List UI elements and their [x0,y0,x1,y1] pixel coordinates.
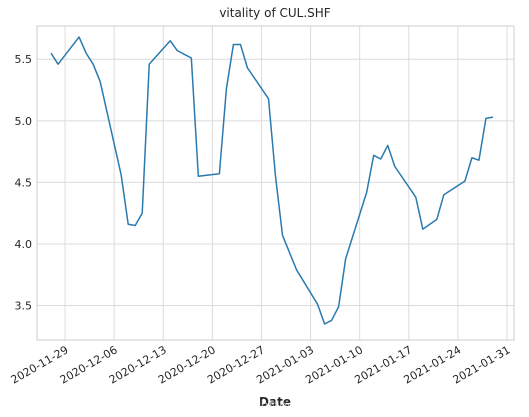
y-tick-label: 4.5 [15,176,33,189]
y-tick-label: 5.0 [15,115,33,128]
y-tick-labels: 3.5 4.0 4.5 5.0 5.5 [15,53,33,312]
watermark: https://blog.csdn.net/ChuanShengYang [261,399,513,414]
plot-frame [36,25,515,341]
x-axis-label: Date [259,395,291,409]
plot-area-background [37,26,514,340]
y-tick-label: 4.0 [15,238,33,251]
series-line-vitality [50,36,494,325]
x-tick-labels: 2020-11-292020-12-062020-12-132020-12-20… [9,343,513,386]
y-tick-label: 5.5 [15,53,33,66]
x-gridlines [64,26,508,340]
chart-title: vitality of CUL.SHF [219,6,330,20]
y-tick-label: 3.5 [15,300,33,313]
